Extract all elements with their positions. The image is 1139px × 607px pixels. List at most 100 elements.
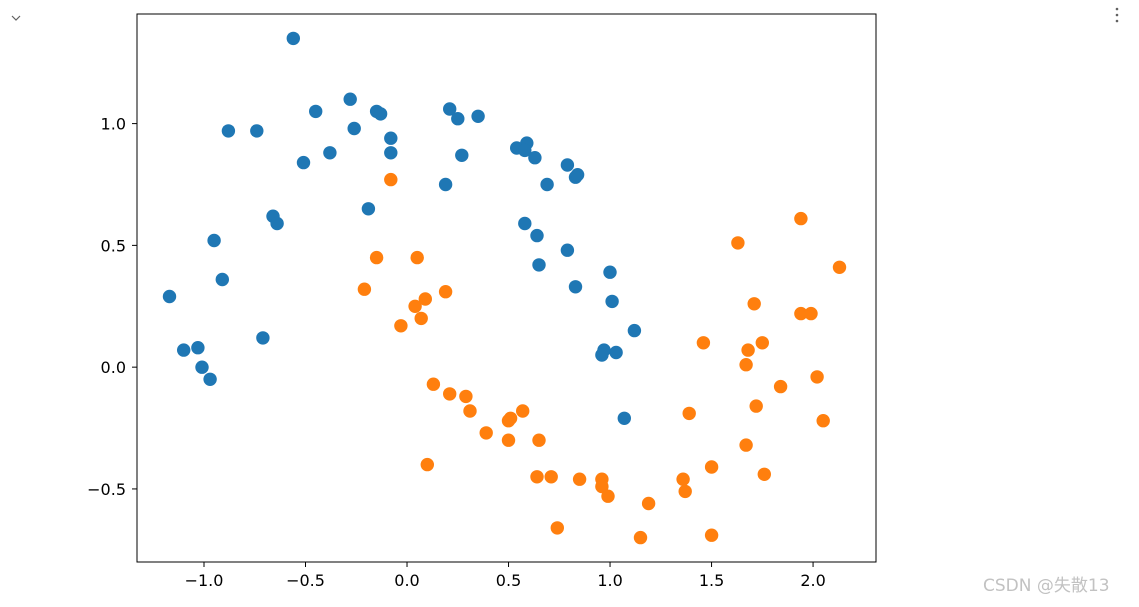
scatter-point [408, 299, 422, 313]
scatter-point [633, 530, 648, 545]
scatter-point [570, 168, 585, 182]
scatter-point [755, 336, 769, 350]
x-tick-label: 1.5 [699, 571, 724, 590]
scatter-point [605, 294, 619, 309]
scatter-point [309, 104, 323, 119]
scatter-point [609, 345, 623, 360]
scatter-point [595, 348, 609, 362]
vertical-ellipsis-icon[interactable] [1108, 4, 1126, 26]
scatter-point [794, 211, 808, 226]
x-tick-label: 2.0 [800, 571, 825, 590]
scatter-point [501, 433, 516, 447]
scatter-point [516, 404, 530, 418]
scatter-point [463, 404, 477, 418]
scatter-point [177, 343, 191, 357]
scatter-point [676, 472, 690, 486]
scatter-point [438, 177, 453, 192]
y-tick-label: 0.0 [101, 358, 126, 377]
x-tick-label: 1.0 [597, 571, 622, 590]
scatter-point [215, 272, 229, 287]
scatter-point [532, 258, 546, 272]
scatter-point [503, 411, 518, 425]
scatter-point [369, 250, 384, 265]
x-axis: −1.0 −0.5 0.0 0.5 1.0 1.5 2.0 [185, 562, 826, 590]
scatter-point [757, 467, 771, 481]
scatter-point [203, 372, 217, 386]
scatter-point [603, 265, 617, 279]
scatter-point [420, 457, 434, 472]
watermark: CSDN @失散13 [983, 576, 1110, 596]
scatter-point [418, 292, 432, 306]
scatter-point [739, 438, 753, 452]
scatter-point [286, 31, 300, 46]
scatter-point [459, 389, 473, 404]
scatter-point [250, 124, 264, 138]
scatter-point [384, 172, 398, 187]
scatter-point [373, 107, 388, 121]
scatter-point [162, 289, 177, 304]
scatter-point [560, 243, 575, 257]
scatter-point [832, 260, 847, 274]
chevron-down-icon-glyph [11, 15, 21, 21]
scatter-point [410, 250, 424, 265]
x-tick-label: −0.5 [286, 571, 325, 590]
scatter-point [443, 102, 457, 116]
scatter-point [347, 121, 361, 136]
scatter-point [343, 92, 357, 106]
scatter-point [323, 146, 337, 160]
scatter-point [804, 306, 818, 321]
scatter-point [816, 414, 830, 428]
vertical-ellipsis-icon-glyph [1115, 7, 1119, 23]
x-tick-label: −1.0 [185, 571, 224, 590]
scatter-point [532, 433, 546, 447]
scatter-point [747, 297, 761, 311]
scatter-point [595, 479, 609, 494]
scatter-point [530, 470, 544, 484]
scatter-point [794, 306, 808, 321]
scatter-point [518, 143, 532, 158]
scatter-point [195, 360, 209, 374]
y-axis: −0.5 0.0 0.5 1.0 [87, 115, 137, 499]
scatter-point [384, 146, 398, 160]
scatter-point [479, 426, 493, 440]
scatter-point [704, 460, 719, 474]
scatter-point [530, 228, 544, 243]
scatter-point [560, 158, 575, 172]
scatter-point [731, 236, 745, 250]
x-tick-label: 0.5 [496, 571, 521, 590]
scatter-point [704, 528, 719, 542]
scatter-point [617, 411, 631, 425]
scatter-point [443, 387, 457, 401]
scatter-point [394, 319, 408, 333]
scatter-point [270, 216, 284, 231]
scatter-point [471, 109, 485, 124]
scatter-point [550, 521, 564, 535]
y-tick-label: −0.5 [87, 480, 126, 499]
scatter-point [627, 323, 642, 338]
scatter-point [749, 399, 763, 413]
scatter-point [741, 343, 755, 357]
chevron-down-icon[interactable] [8, 10, 24, 26]
plot-frame [136, 13, 877, 563]
y-tick-label: 0.5 [101, 236, 126, 255]
scatter-point [572, 472, 587, 486]
scatter-point [810, 370, 824, 384]
scatter-point [739, 358, 753, 372]
y-tick-label: 1.0 [101, 115, 126, 134]
scatter-point [426, 377, 441, 391]
scatter-point [540, 177, 554, 192]
scatter-point [641, 496, 656, 511]
scatter-point [601, 489, 615, 503]
scatter-point [518, 216, 532, 231]
scatter-point [384, 131, 398, 145]
scatter-point [773, 379, 788, 394]
scatter-point [678, 484, 692, 499]
points-layer [162, 31, 847, 545]
scatter-point [361, 202, 376, 216]
scatter-point [544, 470, 558, 484]
scatter-point [455, 148, 469, 162]
scatter-point [357, 282, 372, 296]
scatter-point [528, 151, 542, 165]
